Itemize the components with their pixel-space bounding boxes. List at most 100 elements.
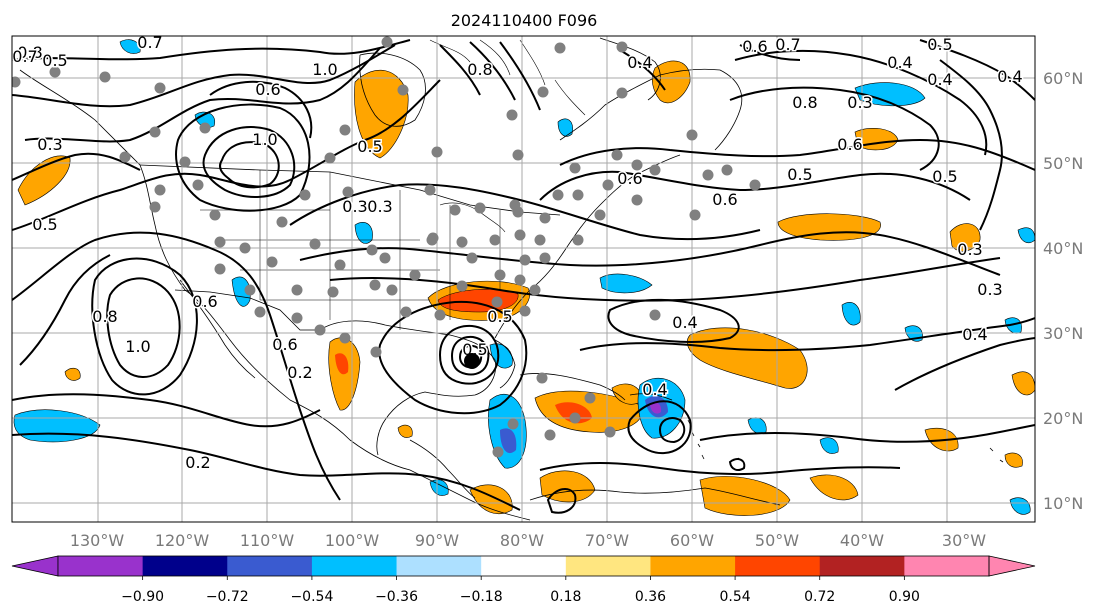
station-dot bbox=[314, 324, 326, 336]
colorbar-tick-label: −0.54 bbox=[290, 589, 333, 605]
contour-label: 0.6 bbox=[712, 190, 737, 209]
colorbar-tick-label: −0.72 bbox=[206, 589, 249, 605]
station-dot bbox=[519, 305, 531, 317]
contour-label: 0.8 bbox=[792, 93, 817, 112]
colorbar-segment bbox=[311, 556, 398, 576]
station-dot bbox=[539, 212, 551, 224]
contour-label: 0.2 bbox=[287, 363, 312, 382]
shade-blue-mexico bbox=[231, 276, 251, 307]
shade-blue-small-4 bbox=[1004, 317, 1022, 334]
station-dot bbox=[339, 124, 351, 136]
longitude-label: 100°W bbox=[325, 531, 380, 550]
border-us-canada bbox=[139, 164, 561, 216]
contour-line bbox=[12, 432, 521, 511]
station-dot bbox=[342, 186, 354, 198]
coast-gulf-of-mexico bbox=[319, 320, 497, 456]
contour-label: 0.6 bbox=[617, 169, 642, 188]
station-dot bbox=[379, 252, 391, 264]
contour-line bbox=[729, 86, 940, 171]
shade-blue-small-2 bbox=[819, 437, 839, 454]
contour-line bbox=[728, 458, 746, 471]
colorbar-segment bbox=[142, 556, 228, 576]
colorbar-segment bbox=[819, 556, 905, 576]
colorbar-tick-label: −0.18 bbox=[460, 589, 503, 605]
station-dot bbox=[49, 66, 61, 78]
contour-label: 0.6 bbox=[272, 335, 297, 354]
longitude-label: 60°W bbox=[670, 531, 714, 550]
station-dot bbox=[529, 284, 541, 296]
contour-label: 0.4 bbox=[627, 53, 652, 72]
contour-label: 0.3 bbox=[957, 240, 982, 259]
station-dot bbox=[239, 242, 251, 254]
contour-line bbox=[12, 44, 396, 108]
contour-line bbox=[699, 424, 1035, 443]
station-dot bbox=[99, 71, 111, 83]
contour-line bbox=[12, 393, 321, 428]
contour-label: 0.4 bbox=[927, 70, 952, 89]
colorbar-outline bbox=[57, 555, 990, 577]
station-dot bbox=[254, 306, 266, 318]
shade-orange-small-1 bbox=[64, 367, 81, 381]
longitude-label: 120°W bbox=[155, 531, 210, 550]
coast-central-america bbox=[409, 439, 476, 499]
contour-line bbox=[539, 170, 971, 201]
station-dot bbox=[149, 201, 161, 213]
hurricane-center-marker bbox=[464, 353, 480, 369]
contour-line bbox=[91, 257, 198, 396]
contour-label: 0.6 bbox=[255, 80, 280, 99]
shade-orange-labrador bbox=[651, 60, 691, 104]
contour-labels: 0.80.70.70.60.60.40.40.30.31.01.00.50.5 0… bbox=[12, 33, 1024, 474]
station-dot bbox=[584, 392, 596, 404]
station-dot bbox=[266, 256, 278, 268]
station-dot bbox=[489, 234, 501, 246]
station-dot bbox=[544, 429, 556, 441]
black-contours bbox=[12, 39, 1035, 514]
station-dot bbox=[179, 156, 191, 168]
longitude-label: 30°W bbox=[942, 531, 986, 550]
shade-darkblue-caribbean-west bbox=[500, 428, 517, 454]
longitude-label: 110°W bbox=[240, 531, 295, 550]
station-dot bbox=[491, 296, 503, 308]
contour-line bbox=[539, 462, 901, 476]
colorbar-tick-label: −0.90 bbox=[121, 589, 164, 605]
colorbar: −0.90 −0.72 −0.54 −0.36 −0.18 0.18 0.36 0.54 0.7… bbox=[11, 555, 1036, 605]
station-dot bbox=[514, 229, 526, 241]
shade-blue-small-6 bbox=[119, 39, 141, 54]
station-dot bbox=[602, 179, 614, 191]
station-dot bbox=[149, 126, 161, 138]
colorbar-tick-label: 0.18 bbox=[550, 589, 581, 605]
contour-label: 0.4 bbox=[962, 325, 987, 344]
contour-label: 0.6 bbox=[192, 292, 217, 311]
station-dot bbox=[276, 216, 288, 228]
colorbar-segment bbox=[396, 556, 482, 576]
contour-line bbox=[219, 141, 280, 189]
contour-label: 0.4 bbox=[887, 53, 912, 72]
station-dot bbox=[431, 146, 443, 158]
station-dot bbox=[426, 234, 438, 246]
longitude-tick-labels: 130°W 120°W 110°W 100°W 90°W 80°W 70°W 60°W 50°W… bbox=[70, 531, 986, 550]
contour-line bbox=[894, 337, 1035, 391]
station-dot bbox=[554, 42, 566, 54]
station-dot bbox=[199, 122, 211, 134]
shade-orange-hudson bbox=[354, 69, 409, 159]
contour-label: 1.0 bbox=[125, 337, 150, 356]
shade-blue-small-5 bbox=[1009, 497, 1031, 515]
station-dot bbox=[209, 209, 221, 221]
station-dot bbox=[456, 280, 468, 292]
contour-label: 0.8 bbox=[92, 307, 117, 326]
longitude-label: 90°W bbox=[415, 531, 459, 550]
coast-hudson-bay bbox=[359, 52, 426, 127]
map-area: 0.80.70.70.60.60.40.40.30.31.01.00.50.5 0… bbox=[12, 33, 1035, 522]
station-dot bbox=[492, 446, 504, 458]
station-dot bbox=[616, 87, 628, 99]
contour-line bbox=[734, 49, 988, 156]
contour-label: 0.8 bbox=[467, 60, 492, 79]
station-dot bbox=[192, 179, 204, 191]
station-dot bbox=[370, 346, 382, 358]
colorbar-segment bbox=[227, 556, 313, 576]
station-dot bbox=[424, 184, 436, 196]
contour-label: 0.5 bbox=[787, 165, 812, 184]
station-dot bbox=[324, 152, 336, 164]
contour-label: 0.6 bbox=[742, 37, 767, 56]
contour-label: 0.7 bbox=[137, 33, 162, 52]
